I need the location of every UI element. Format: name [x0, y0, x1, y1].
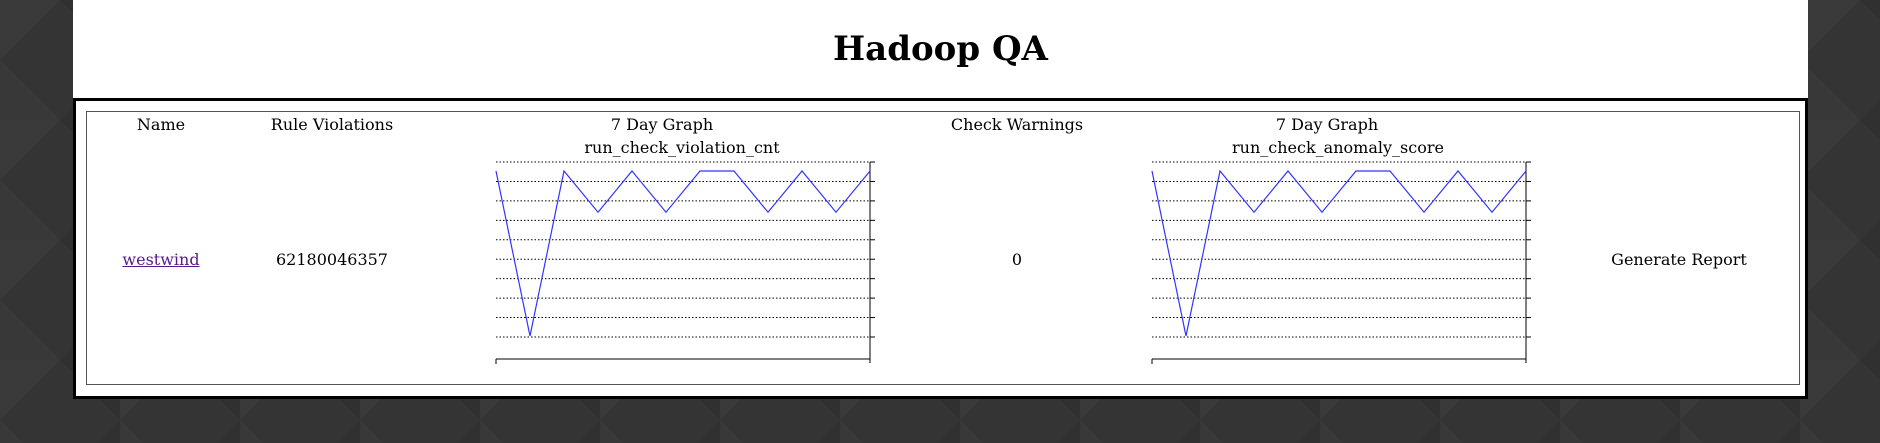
column-header-name: Name [136, 115, 186, 134]
column-header-rule-violations: Rule Violations [270, 115, 394, 134]
graph-plot [495, 161, 875, 364]
graph-title: run_check_anomaly_score [1232, 138, 1444, 157]
graph-plot [1151, 161, 1531, 364]
graph-anomaly-score: run_check_anomaly_score [1138, 138, 1538, 367]
row-name-link[interactable]: westwind [122, 250, 200, 269]
generate-report-button[interactable]: Generate Report [1611, 250, 1747, 269]
qa-table: Name Rule Violations 7 Day Graph Check W… [73, 98, 1808, 399]
page-title: Hadoop QA [833, 29, 1048, 69]
graph-violation-cnt: run_check_violation_cnt [482, 138, 882, 367]
column-header-7-day-graph-2: 7 Day Graph [1275, 115, 1379, 134]
series-line [495, 169, 871, 337]
column-header-7-day-graph-1: 7 Day Graph [610, 115, 714, 134]
report-page: Hadoop QA Name Rule Violations 7 Day Gra… [73, 0, 1808, 399]
column-header-check-warnings: Check Warnings [950, 115, 1084, 134]
series-line [1151, 169, 1527, 337]
check-warnings-value: 0 [1011, 250, 1023, 269]
rule-violations-value: 62180046357 [276, 250, 388, 269]
page-header: Hadoop QA [73, 0, 1808, 98]
qa-table-inner: Name Rule Violations 7 Day Graph Check W… [86, 111, 1800, 385]
graph-title: run_check_violation_cnt [584, 138, 780, 157]
